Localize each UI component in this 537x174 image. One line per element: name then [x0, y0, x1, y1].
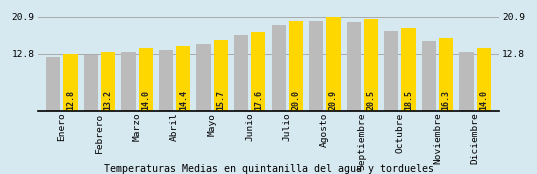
Bar: [234, 35, 248, 111]
Bar: [272, 25, 286, 111]
Bar: [101, 52, 115, 111]
Text: Temperaturas Medias en quintanilla del agua y tordueles: Temperaturas Medias en quintanilla del a…: [104, 164, 433, 174]
Bar: [459, 52, 474, 111]
Bar: [176, 46, 191, 111]
Text: 16.3: 16.3: [441, 90, 451, 110]
Text: 20.9: 20.9: [329, 90, 338, 110]
Text: 15.7: 15.7: [216, 90, 226, 110]
Bar: [63, 54, 78, 111]
Bar: [476, 48, 491, 111]
Text: 17.6: 17.6: [254, 90, 263, 110]
Text: 13.2: 13.2: [104, 90, 113, 110]
Bar: [422, 41, 436, 111]
Text: 12.8: 12.8: [66, 90, 75, 110]
Bar: [402, 28, 416, 111]
Bar: [121, 52, 135, 111]
Bar: [159, 50, 173, 111]
Text: 14.0: 14.0: [141, 90, 150, 110]
Bar: [346, 22, 361, 111]
Text: 14.0: 14.0: [479, 90, 488, 110]
Bar: [197, 44, 211, 111]
Bar: [46, 57, 61, 111]
Bar: [309, 21, 323, 111]
Text: 20.5: 20.5: [366, 90, 375, 110]
Bar: [84, 55, 98, 111]
Text: 20.0: 20.0: [292, 90, 300, 110]
Bar: [251, 32, 265, 111]
Bar: [364, 19, 378, 111]
Bar: [384, 31, 398, 111]
Bar: [326, 17, 340, 111]
Bar: [139, 48, 153, 111]
Bar: [214, 40, 228, 111]
Text: 14.4: 14.4: [179, 90, 188, 110]
Bar: [439, 38, 453, 111]
Text: 18.5: 18.5: [404, 90, 413, 110]
Bar: [289, 21, 303, 111]
